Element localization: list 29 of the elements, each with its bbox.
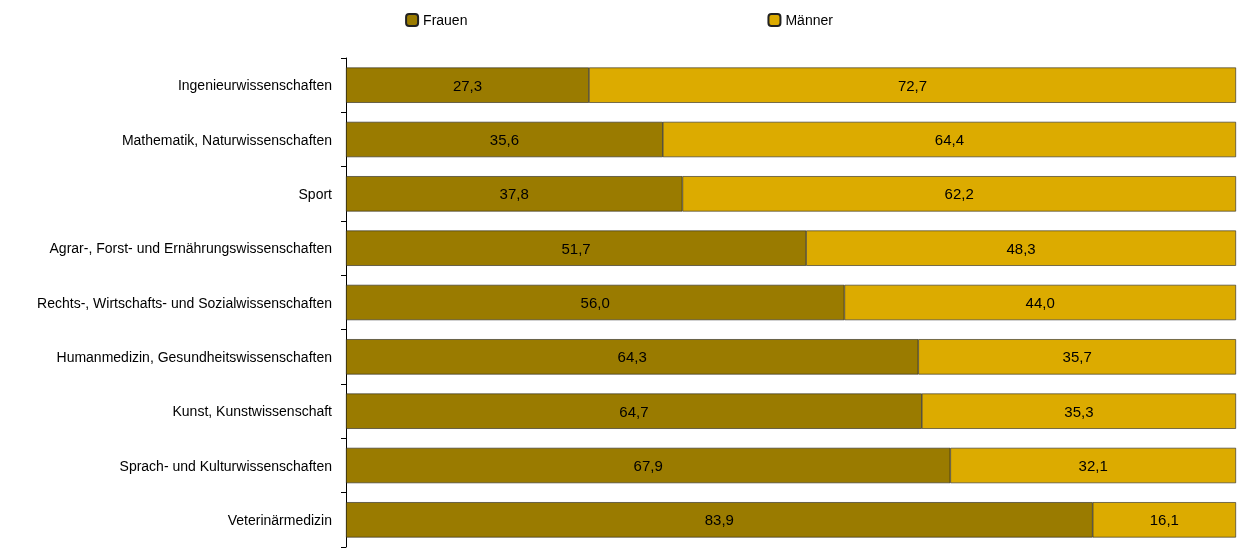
data-label: 56,0 (580, 294, 610, 311)
y-tick-label: Sprach- und Kulturwissenschaften (119, 457, 332, 474)
legend-label: Frauen (423, 12, 468, 28)
y-tick-label: Agrar-, Forst- und Ernährungswissenschaften (49, 240, 332, 257)
data-label: 35,6 (489, 131, 520, 148)
data-label: 37,8 (499, 185, 529, 203)
y-tick-label: Veterinärmedizin (227, 511, 332, 528)
data-label: 35,3 (1064, 402, 1094, 420)
y-tick-label: Ingenieurwissenschaften (177, 77, 332, 94)
data-label: 62,2 (944, 185, 974, 203)
data-label: 64,3 (617, 348, 647, 366)
y-tick-label: Humanmedizin, Gesundheitswissenschaften (56, 348, 332, 365)
legend-label: Männer (785, 12, 834, 28)
data-label: 32,1 (1078, 457, 1108, 474)
data-label: 35,7 (1062, 348, 1092, 366)
y-tick-label: Rechts-, Wirtschafts- und Sozialwissenschaften (37, 294, 332, 311)
data-label: 44,0 (1025, 294, 1055, 311)
y-tick-label: Sport (298, 185, 333, 202)
y-tick-label: Mathematik, Naturwissenschaften (121, 131, 332, 148)
data-label: 83,9 (704, 511, 734, 529)
data-label: 72,7 (897, 76, 928, 94)
data-label: 51,7 (561, 239, 591, 257)
data-label: 64,4 (934, 131, 965, 148)
data-label: 48,3 (1006, 239, 1036, 257)
y-tick-label: Kunst, Kunstwissenschaft (172, 403, 333, 420)
data-label: 27,3 (452, 76, 483, 94)
data-label: 16,1 (1149, 511, 1179, 529)
data-label: 67,9 (633, 457, 663, 474)
data-label: 64,7 (619, 402, 649, 420)
